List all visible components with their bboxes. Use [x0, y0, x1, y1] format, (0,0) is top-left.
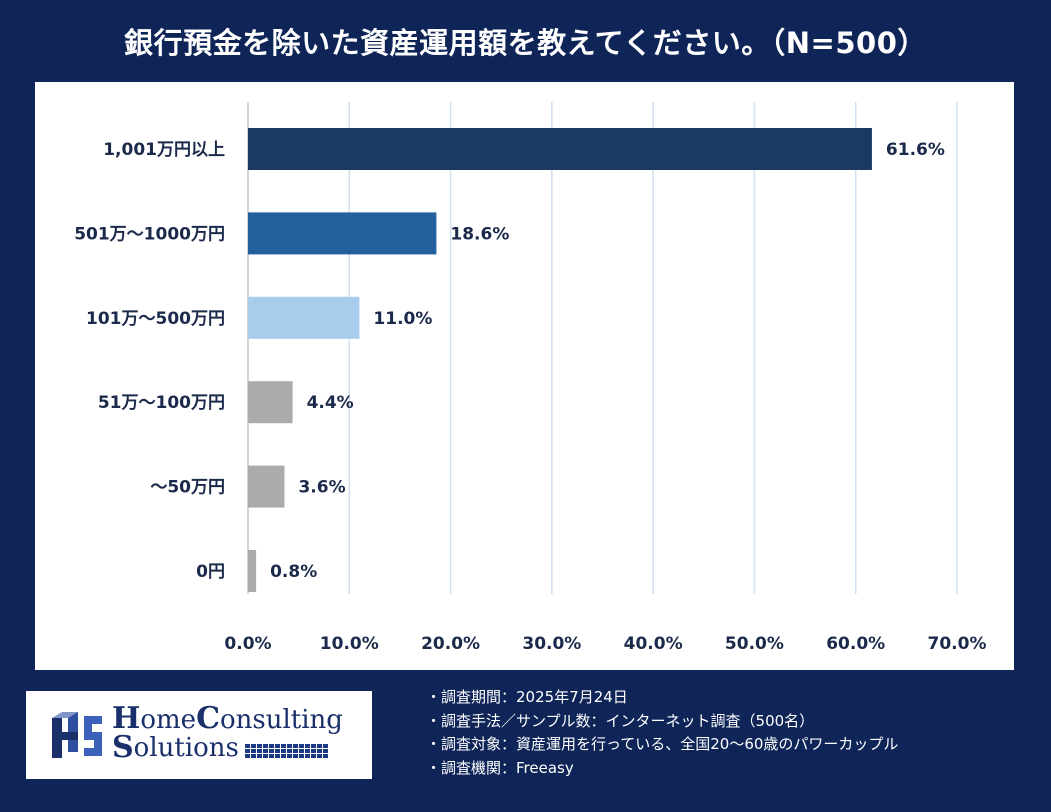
category-label: 0円: [196, 562, 225, 582]
x-tick-label: 10.0%: [320, 634, 379, 654]
logo-dots-pattern: [244, 744, 328, 758]
category-label: 101万～500万円: [86, 309, 225, 329]
x-tick-label: 60.0%: [826, 634, 885, 654]
hs-logo-icon: [52, 712, 102, 758]
note-survey-method: ・調査手法／サンプル数：インターネット調査（500名）: [426, 711, 815, 730]
bar: [248, 550, 257, 592]
bar: [248, 465, 285, 508]
logo-letter-c: C: [196, 701, 220, 736]
logo-letter-s: S: [112, 730, 134, 765]
bar-chart: 0.0% 10.0% 20.0% 30.0% 40.0% 50.0% 60.0% 70.0% 1…: [74, 102, 987, 654]
bar: [248, 212, 437, 255]
data-label: 3.6%: [298, 478, 345, 498]
x-tick-label: 30.0%: [522, 634, 581, 654]
category-label: 1,001万円以上: [103, 140, 225, 160]
logo-text-onsulting: onsulting: [219, 705, 343, 735]
x-tick-label: 0.0%: [224, 634, 271, 654]
data-label: 11.0%: [373, 309, 432, 329]
data-label: 18.6%: [450, 224, 509, 244]
category-label: 501万～1000万円: [74, 224, 225, 244]
x-tick-label: 70.0%: [928, 634, 987, 654]
data-label: 61.6%: [886, 140, 945, 160]
chart-panel: 0.0% 10.0% 20.0% 30.0% 40.0% 50.0% 60.0% 70.0% 1…: [35, 82, 1014, 670]
bar: [248, 296, 360, 339]
bar: [248, 128, 872, 170]
logo-text-ome: ome: [140, 705, 197, 735]
data-label: 0.8%: [270, 562, 317, 582]
logo-letter-h: H: [112, 701, 141, 736]
data-label: 4.4%: [307, 393, 354, 413]
category-label: 51万～100万円: [98, 393, 225, 413]
x-tick-label: 50.0%: [725, 634, 784, 654]
survey-notes: ・調査期間：2025年7月24日 ・調査手法／サンプル数：インターネット調査（5…: [426, 686, 898, 780]
bar: [248, 381, 293, 424]
note-survey-target: ・調査対象：資産運用を行っている、全国20～60歳のパワーカップル: [426, 735, 899, 753]
note-survey-period: ・調査期間：2025年7月24日: [426, 688, 628, 706]
note-survey-agency: ・調査機関：Freeasy: [426, 758, 574, 777]
logo-text-olutions: olutions: [133, 733, 239, 763]
category-label: ～50万円: [150, 478, 225, 498]
x-tick-label: 40.0%: [624, 634, 683, 654]
x-tick-label: 20.0%: [421, 634, 480, 654]
chart-title: 銀行預金を除いた資産運用額を教えてください。（N=500）: [124, 26, 927, 60]
